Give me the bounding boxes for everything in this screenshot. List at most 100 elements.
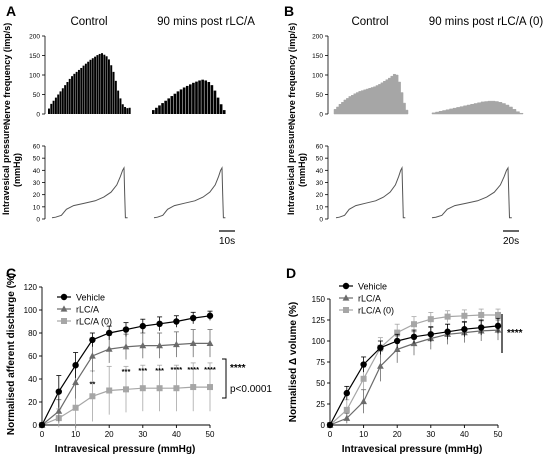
panel-a-scalebar-label: 10s	[219, 236, 235, 247]
panel-d-ytick-label: 150	[312, 295, 326, 304]
panel-a-control-bar	[57, 94, 60, 114]
panel-d-significance-stars: ****	[507, 328, 523, 339]
panel-c-series-rlc-a-point	[122, 343, 130, 350]
panel-a-pressure-ylabel-line1: Intravesical pressure	[1, 125, 11, 215]
panel-a-control-bar	[91, 58, 94, 114]
panel-d-legend-marker	[342, 282, 350, 290]
panel-d-series-rlc-a-0-point	[461, 312, 468, 319]
panel-b-post-pressure-trace	[431, 166, 512, 219]
panel-d-axes: 0 10 20 30 40 50 0 25 50 75 100 125 150	[312, 295, 503, 439]
panel-c-ytick-label: 80	[28, 329, 37, 338]
panel-c-series-vehicle-point	[122, 326, 130, 333]
panel-d-series-rlc-a-0-point	[478, 311, 485, 318]
panel-c-point-star-label: ****	[187, 365, 199, 374]
panel-b-nerve-tick-label: 50	[316, 92, 324, 99]
panel-a-control-bar	[105, 56, 108, 114]
panel-a-pressure-ylabel-line2: (mmHg)	[12, 153, 22, 187]
panel-c-series-vehicle-point	[72, 362, 79, 369]
panel-c-axes: 0 10 20 30 40 50 0 20 40 60 80 100 120	[24, 283, 215, 439]
panel-c: C Normalised afferent discharge (%) Intr…	[6, 265, 272, 455]
panel-b-pressure-yaxis: 0 10 20 30 40 50 60	[316, 144, 329, 224]
panel-a-post-bar	[222, 110, 226, 114]
panel-d-series-rlc-a-0-point	[343, 406, 350, 413]
panel-d-series-rlc-a-point	[360, 397, 367, 405]
panel-c-series-vehicle-point	[156, 320, 163, 327]
panel-d-xlabel: Intravesical pressure (mmHg)	[342, 444, 483, 455]
panel-a-post-bar	[179, 89, 183, 114]
panel-c-legend-label: rLC/A	[76, 305, 99, 315]
panel-c-xtick-label: 20	[105, 430, 114, 439]
panel-d-ytick-label: 50	[316, 379, 325, 388]
panel-b-pressure-tick-label: 60	[316, 144, 324, 151]
panel-a-post-pressure-trace	[153, 166, 226, 219]
panel-b-pressure-tick-label: 0	[319, 217, 323, 224]
panel-a-letter: A	[6, 3, 16, 19]
panel-a-control-bar	[64, 85, 67, 114]
panel-b-letter: B	[284, 3, 294, 19]
panel-c-series-vehicle-point	[206, 312, 214, 319]
panel-a-condition-post: 90 mins post rLC/A	[157, 16, 255, 28]
panel-c-legend-marker	[61, 318, 67, 324]
panel-a-control-bar	[126, 108, 129, 114]
panel-c-series-rlc-a-point	[189, 339, 197, 346]
panel-c-ytick-label: 20	[28, 398, 37, 407]
panel-a-control-bar	[71, 76, 74, 114]
panel-d-plot-area	[326, 308, 502, 429]
panel-d-legend-label: Vehicle	[358, 282, 387, 292]
panel-a-control-bar	[96, 55, 99, 114]
panel-c-ylabel: Normalised afferent discharge (%)	[6, 273, 17, 435]
panel-a-nerve-tick-label: 150	[29, 53, 40, 60]
panel-a-control-histogram	[48, 53, 131, 114]
panel-a-nerve-ylabel: Nerve frequency (imp/s)	[2, 23, 12, 126]
panel-a-control-bar	[121, 104, 124, 114]
panel-c-series-rlc-a-0-point	[156, 385, 163, 392]
panel-a-post-bar	[210, 85, 214, 114]
panel-a-control-bar	[66, 82, 69, 114]
panel-a-control-bar	[75, 71, 78, 114]
panel-c-xtick-label: 40	[172, 430, 181, 439]
panel-d-legend-label: rLC/A	[358, 294, 381, 304]
panel-b-pressure-tick-label: 50	[316, 156, 324, 163]
panel-a-control-bar	[48, 108, 50, 114]
panel-a-control-bar	[77, 69, 80, 114]
panel-c-ytick-label: 0	[33, 421, 38, 430]
panel-c-series-rlc-a-point	[139, 342, 147, 349]
panel-d-series-vehicle-point	[410, 333, 418, 340]
panel-c-point-star-label: ***	[155, 366, 164, 375]
panel-a-control-bar	[80, 67, 83, 114]
panel-c-point-star-label: ***	[138, 366, 147, 375]
panel-c-series-rlc-a-point	[89, 352, 96, 359]
panel-c-point-star-label: ****	[171, 365, 183, 374]
panel-a-control-bar	[117, 90, 120, 114]
panel-c-series-rlc-a-point	[55, 407, 63, 414]
panel-c-series-rlc-a-0-point	[207, 384, 213, 391]
panel-a-nerve-tick-label: 0	[36, 112, 40, 119]
panel-b-pressure-tick-label: 30	[316, 180, 324, 187]
panel-c-series-vehicle-point	[190, 314, 197, 322]
panel-c-legend-marker	[60, 305, 68, 312]
panel-c-series-vehicle-point	[173, 318, 180, 325]
panel-b-pressure-tick-label: 20	[316, 192, 324, 199]
panel-a-control-bar	[124, 106, 127, 114]
panel-c-legend-marker	[60, 293, 68, 301]
panel-d-series-vehicle-point	[427, 331, 434, 338]
panel-c-significance-bracket	[222, 358, 227, 399]
panel-d-series-rlc-a-0-point	[360, 375, 367, 382]
panel-c-series-rlc-a-point	[72, 378, 79, 386]
panel-a-post-bar	[170, 96, 174, 114]
panel-c-series-vehicle-point	[55, 388, 62, 395]
panel-c-point-star-label: ***	[122, 367, 131, 376]
panel-a-post-histogram	[152, 79, 226, 114]
panel-a-post-bar	[198, 80, 201, 114]
panel-d-xtick-label: 10	[359, 430, 368, 439]
panel-d-series-vehicle-point	[360, 361, 367, 368]
panel-d-xtick-label: 40	[460, 430, 469, 439]
panel-c-series-rlc-a-0-point	[139, 385, 146, 392]
panel-b-nerve-tick-label: 200	[312, 34, 323, 41]
panel-d-series-vehicle-point	[326, 421, 334, 429]
panel-a-control-bar	[54, 97, 57, 114]
panel-b-condition-post: 90 mins post rLC/A (0)	[429, 16, 544, 28]
panel-a-post-bar	[216, 97, 220, 114]
panel-c-series-rlc-a-point	[156, 342, 163, 349]
